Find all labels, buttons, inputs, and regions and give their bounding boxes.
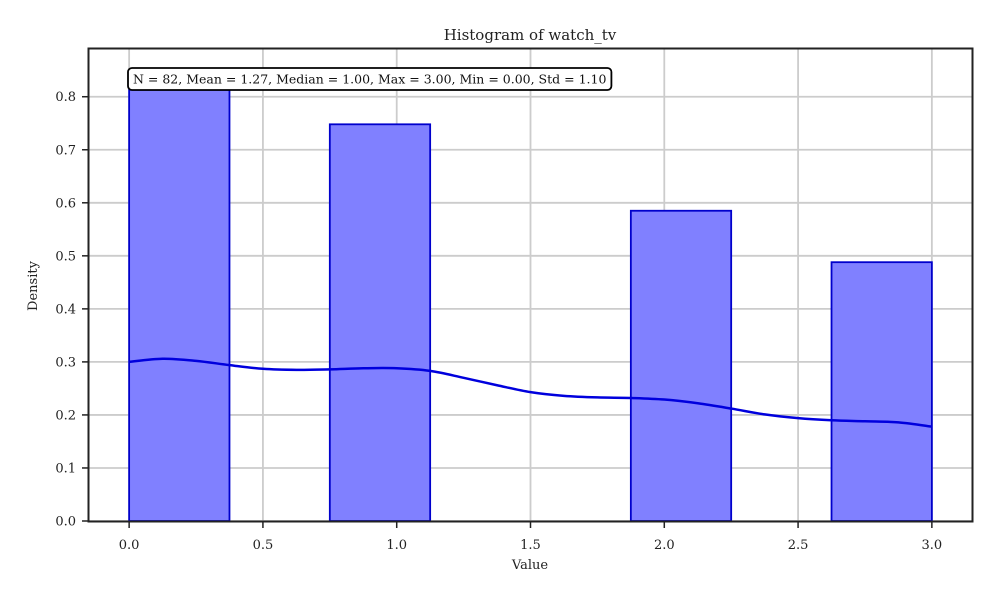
y-tick-label: 0.3: [55, 355, 76, 370]
histogram-bar-1: [128, 88, 231, 522]
x-axis-ticks: 0.0 0.5 1.0 1.5 2.0 2.5 3.0: [119, 522, 942, 553]
histogram-bar-2: [328, 123, 432, 522]
x-tick-label: 0.5: [253, 538, 274, 553]
x-tick-label: 1.5: [520, 538, 541, 553]
x-tick-label: 0.0: [119, 538, 140, 553]
histogram-bar-4: [830, 261, 933, 522]
y-tick-label: 0.1: [55, 461, 76, 476]
stats-box-frame: [127, 67, 613, 91]
stats-box-text: N = 82, Mean = 1.27, Median = 1.00, Max …: [133, 72, 606, 87]
x-tick-label: 2.5: [788, 538, 809, 553]
x-tick-label: 2.0: [654, 538, 675, 553]
y-tick-label: 0.4: [55, 302, 76, 317]
stats-box: N = 82, Mean = 1.27, Median = 1.00, Max …: [127, 67, 613, 91]
y-tick-label: 0.2: [55, 408, 76, 423]
y-tick-label: 0.6: [55, 196, 76, 211]
y-tick-label: 0.0: [55, 515, 76, 530]
plot-frame: [87, 47, 974, 523]
y-tick-label: 0.5: [55, 249, 76, 264]
y-tick-label: 0.8: [55, 90, 76, 105]
y-axis-label: Density: [26, 260, 41, 311]
x-tick-label: 3.0: [922, 538, 943, 553]
chart-title: Histogram of watch_tv: [444, 26, 617, 44]
x-tick-label: 1.0: [386, 538, 407, 553]
histogram-bar-3: [629, 209, 733, 522]
kde-curve: [129, 357, 933, 428]
y-axis-ticks: 0.0 0.1 0.2 0.3 0.4 0.5 0.6 0.7 0.8: [55, 90, 88, 530]
x-axis-label: Value: [511, 558, 548, 573]
y-tick-label: 0.7: [55, 143, 76, 158]
